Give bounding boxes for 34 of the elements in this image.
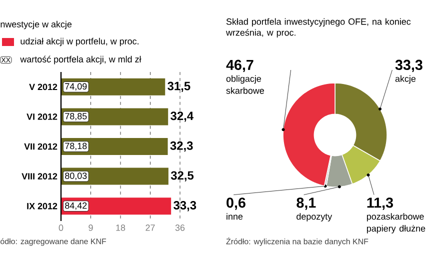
- slice-label: depozyty: [296, 213, 332, 222]
- data-label: 33,3: [395, 60, 422, 72]
- y-tick-label: VI 2012: [26, 114, 58, 120]
- data-label: 11,3: [367, 198, 394, 210]
- data-label: 32,5: [170, 171, 194, 182]
- legend-title: nwestycje w akcje: [0, 20, 72, 30]
- data-label: 33,3: [174, 201, 196, 212]
- text: wartość portfela akcji, w mld zł: [20, 56, 142, 64]
- annotation: 74,09: [65, 83, 87, 91]
- legend-label: udział akcji w portfelu, w proc.: [20, 38, 138, 46]
- slice-label: pozaskarbowe papiery dłużne: [366, 213, 426, 234]
- annotation: 80,03: [65, 172, 87, 180]
- x-tick-label: 0: [58, 224, 64, 231]
- annotation: 78,18: [65, 142, 87, 150]
- y-tick-label: V 2012: [29, 84, 58, 90]
- x-tick-label: 18: [116, 224, 126, 231]
- annotation: 78,85: [65, 112, 87, 120]
- data-label: 32,4: [170, 112, 194, 122]
- chart-title: Skład portfela inwestycyjnego OFE, na koniec września, w proc.: [226, 18, 411, 38]
- x-tick-label: 36: [175, 224, 185, 231]
- slice-label: obligacje skarbowe: [226, 75, 264, 94]
- x-tick-label: 9: [88, 224, 93, 231]
- data-label: 8,1: [296, 198, 316, 210]
- data-label: 0,6: [226, 198, 246, 210]
- slice-label: akcje: [395, 75, 416, 84]
- data-label: 32,3: [170, 141, 193, 152]
- y-tick-label: VII 2012: [24, 143, 58, 150]
- y-tick-label: IX 2012: [27, 202, 58, 210]
- annotation: 84,42: [65, 202, 87, 210]
- x-tick-label: 27: [146, 224, 155, 231]
- slice-label: inne: [226, 213, 243, 220]
- data-label: 31,5: [168, 82, 190, 92]
- data-label: 46,7: [226, 60, 254, 72]
- y-tick-label: VIII 2012: [22, 173, 58, 180]
